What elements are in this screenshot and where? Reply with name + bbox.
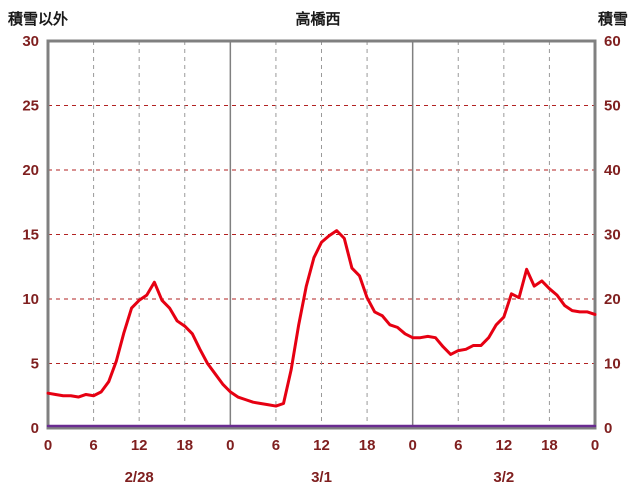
x-tick-label: 0 (591, 437, 599, 454)
right-tick-label: 50 (604, 98, 621, 115)
left-tick-label: 30 (22, 33, 39, 50)
right-tick-label: 60 (604, 33, 621, 50)
x-tick-label: 0 (408, 437, 416, 454)
left-tick-label: 10 (22, 291, 39, 308)
x-tick-label: 6 (272, 437, 280, 454)
x-tick-label: 12 (495, 437, 512, 454)
x-tick-label: 6 (454, 437, 462, 454)
left-tick-label: 15 (22, 227, 39, 244)
x-tick-label: 18 (176, 437, 193, 454)
right-tick-label: 30 (604, 227, 621, 244)
right-tick-label: 20 (604, 291, 621, 308)
x-tick-label: 12 (131, 437, 148, 454)
date-label: 2/28 (125, 469, 154, 486)
left-tick-label: 0 (31, 420, 39, 437)
x-tick-label: 0 (44, 437, 52, 454)
date-label: 3/2 (493, 469, 514, 486)
x-tick-label: 6 (89, 437, 97, 454)
right-tick-label: 10 (604, 356, 621, 373)
left-axis-title: 積雪以外 (8, 11, 69, 28)
date-label: 3/1 (311, 469, 332, 486)
left-tick-label: 20 (22, 162, 39, 179)
x-tick-label: 0 (226, 437, 234, 454)
x-tick-label: 12 (313, 437, 330, 454)
plot-border (46, 39, 597, 430)
left-tick-label: 25 (22, 98, 39, 115)
right-tick-label: 40 (604, 162, 621, 179)
right-tick-label: 0 (604, 420, 612, 437)
left-tick-label: 5 (31, 356, 39, 373)
x-tick-label: 18 (541, 437, 558, 454)
chart-title: 高橋西 (295, 11, 341, 28)
x-tick-label: 18 (359, 437, 376, 454)
right-axis-title: 積雪 (597, 11, 628, 28)
series-line-left (46, 229, 597, 408)
